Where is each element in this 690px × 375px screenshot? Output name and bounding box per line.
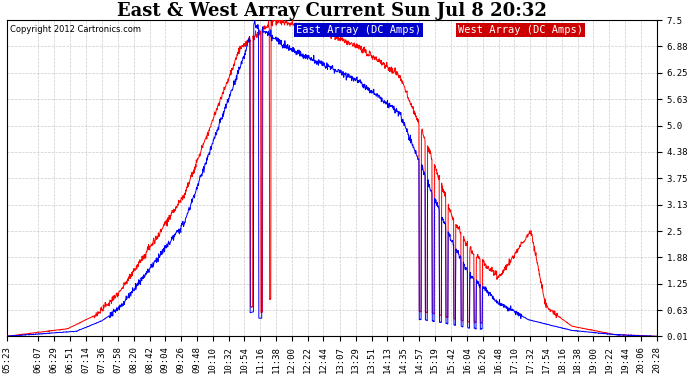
Text: East Array (DC Amps): East Array (DC Amps) (296, 25, 421, 35)
Text: West Array (DC Amps): West Array (DC Amps) (458, 25, 584, 35)
Text: Copyright 2012 Cartronics.com: Copyright 2012 Cartronics.com (10, 25, 141, 34)
Title: East & West Array Current Sun Jul 8 20:32: East & West Array Current Sun Jul 8 20:3… (117, 2, 546, 20)
